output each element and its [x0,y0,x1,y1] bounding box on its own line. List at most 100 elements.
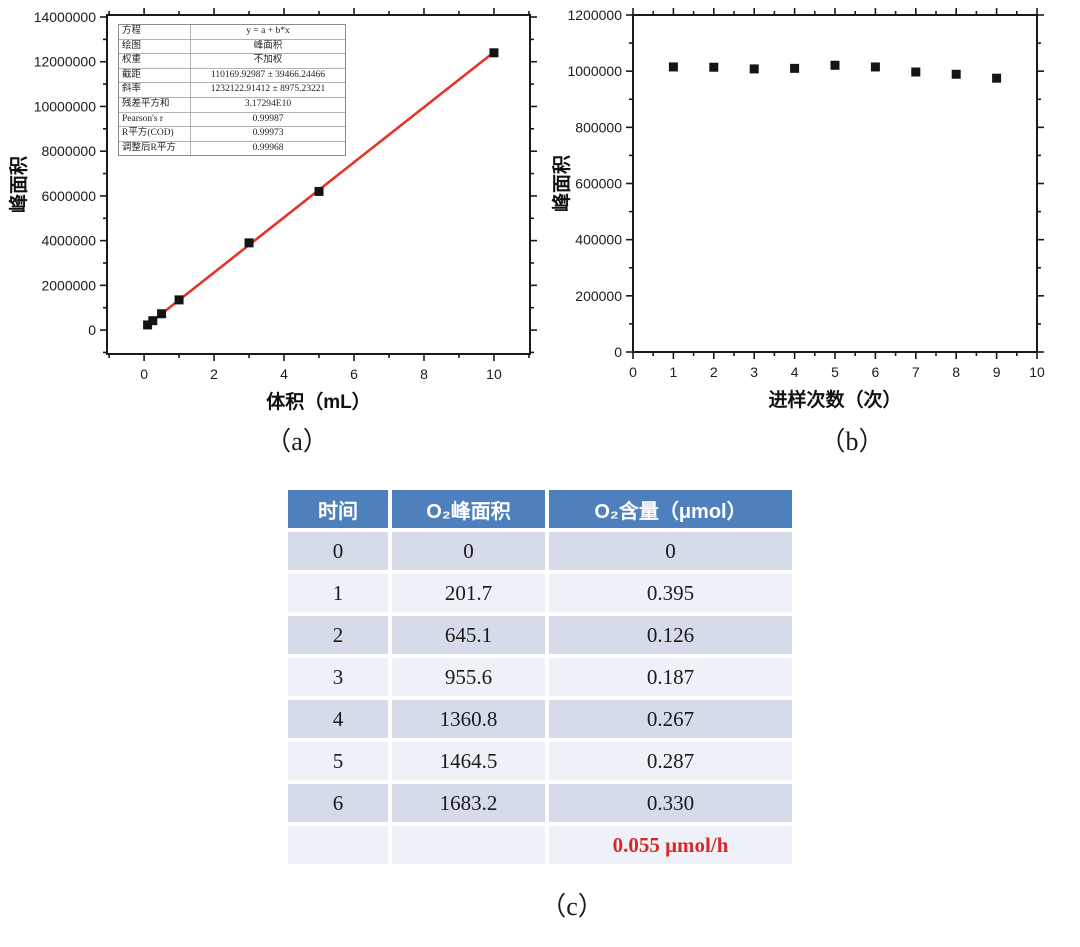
stats-row: R平方(COD) 0.99973 [119,126,345,141]
data-point [951,69,961,79]
table-cell: 0 [549,532,792,570]
stats-row: 绘图 峰面积 [119,38,345,54]
tick-labels: 0 1 2 3 4 5 6 7 8 9 10 0 200000 400000 600000 800000 100… [567,7,1045,380]
y-axis-label: 峰面积 [7,156,30,213]
tick-label: 4 [280,366,288,382]
table-cell: 0.055 μmol/h [549,826,792,864]
column-header: O₂含量（μmol） [549,490,792,528]
table-cell: 0 [288,532,388,570]
data-point [709,62,719,72]
o2-evolution-table: 时间 O₂峰面积 O₂含量（μmol） 0 0 0 1 201.7 0.395 2 645.1 0.… [284,486,796,868]
tick-label: 0 [88,322,96,338]
tick-label: 12000000 [34,54,97,70]
tick-label: 7 [912,364,920,380]
table-cell: 5 [288,742,388,780]
tick-label: 3 [750,364,758,380]
tick-label: 2 [710,364,718,380]
table-cell: 0.187 [549,658,792,696]
table-cell: 4 [288,700,388,738]
data-point [790,63,800,73]
stats-value: 不加权 [253,55,283,66]
table-cell [288,826,388,864]
data-point [143,320,153,330]
tick-label: 0 [629,364,637,380]
table-row: 4 1360.8 0.267 [288,700,792,738]
table-row: 3 955.6 0.187 [288,658,792,696]
tick-label: 200000 [575,288,622,304]
stats-value: 1232122.91412 ± 8975.23221 [210,84,326,95]
repeatability-scatter-chart: 0 1 2 3 4 5 6 7 8 9 10 0 200000 400000 600000 800000 100… [550,7,1045,411]
stats-label: 权重 [119,54,191,68]
data-point [992,73,1002,83]
data-point [314,186,324,196]
stats-value: 0.99968 [252,142,284,153]
table-cell: 201.7 [392,574,545,612]
stats-value: 0.99973 [252,128,284,139]
table-row: 6 1683.2 0.330 [288,784,792,822]
stats-value: 110169.92987 ± 39466.24466 [210,69,326,80]
data-point [870,62,880,72]
table-body: 0 0 0 1 201.7 0.395 2 645.1 0.126 3 955.6 0.187 4 136… [288,532,792,864]
tick-label: 800000 [575,119,622,135]
tick-label: 1 [670,364,678,380]
data-point [148,316,158,326]
x-axis-label: 进样次数（次） [768,388,901,411]
tick-label: 14000000 [34,9,97,25]
tick-label: 2000000 [41,277,96,293]
tick-label: 0 [614,344,622,360]
table-cell: 1360.8 [392,700,545,738]
table-cell: 2 [288,616,388,654]
stats-row: 残差平方和 3.17294E10 [119,96,345,112]
data-point [157,309,167,319]
data-point [911,67,921,77]
stats-label: 斜率 [119,83,191,97]
table-cell: 955.6 [392,658,545,696]
tick-label: 1200000 [567,7,622,23]
table-cell: 1683.2 [392,784,545,822]
linear-fit-stats-table: 方程 y = a + b*x 绘图 峰面积 权重 不加权 截距 110169.92987 ± … [118,24,346,157]
tick-label: 1000000 [567,63,622,79]
data-points [668,60,1002,83]
table-row: 5 1464.5 0.287 [288,742,792,780]
table-row: 2 645.1 0.126 [288,616,792,654]
table-cell: 0.330 [549,784,792,822]
y-axis-label: 峰面积 [550,155,573,212]
data-point [174,295,184,305]
tick-label: 4 [791,364,799,380]
stats-row: 权重 不加权 [119,53,345,68]
table-cell: 1464.5 [392,742,545,780]
chart-a-plot-area: 0 2 4 6 8 10 0 2000000 4000000 6000000 8000000 1000… [7,8,537,413]
tick-label: 9 [993,364,1001,380]
data-point [668,62,678,72]
tick-label: 6 [872,364,880,380]
tick-label: 400000 [575,232,622,248]
table-row: 0.055 μmol/h [288,826,792,864]
tick-label: 8 [420,366,428,382]
stats-label: Pearson's r [119,112,191,127]
stats-row: Pearson's r 0.99987 [119,111,345,127]
caption-b: （b） [819,427,885,456]
tick-label: 8000000 [41,143,96,159]
stats-value: 0.99987 [252,113,284,124]
table-cell: 0.267 [549,700,792,738]
stats-label: 方程 [119,25,191,39]
tick-label: 4000000 [41,233,96,249]
chart-b-plot-area: 0 1 2 3 4 5 6 7 8 9 10 0 200000 400000 600000 800000 100… [550,7,1045,411]
stats-label: 绘图 [119,39,191,54]
table-cell: 0 [392,532,545,570]
column-header: 时间 [288,490,388,528]
tick-label: 10 [1029,364,1045,380]
tick-label: 6 [350,366,358,382]
table-cell: 0.287 [549,742,792,780]
tick-label: 0 [140,366,148,382]
stats-value: 峰面积 [253,40,283,51]
stats-row: 斜率 1232122.91412 ± 8975.23221 [119,82,345,97]
data-point [830,60,840,70]
data-point [749,64,759,74]
stats-value: 3.17294E10 [244,98,292,109]
stats-row: 方程 y = a + b*x [119,25,345,39]
table-cell: 0.126 [549,616,792,654]
data-point [489,48,499,58]
